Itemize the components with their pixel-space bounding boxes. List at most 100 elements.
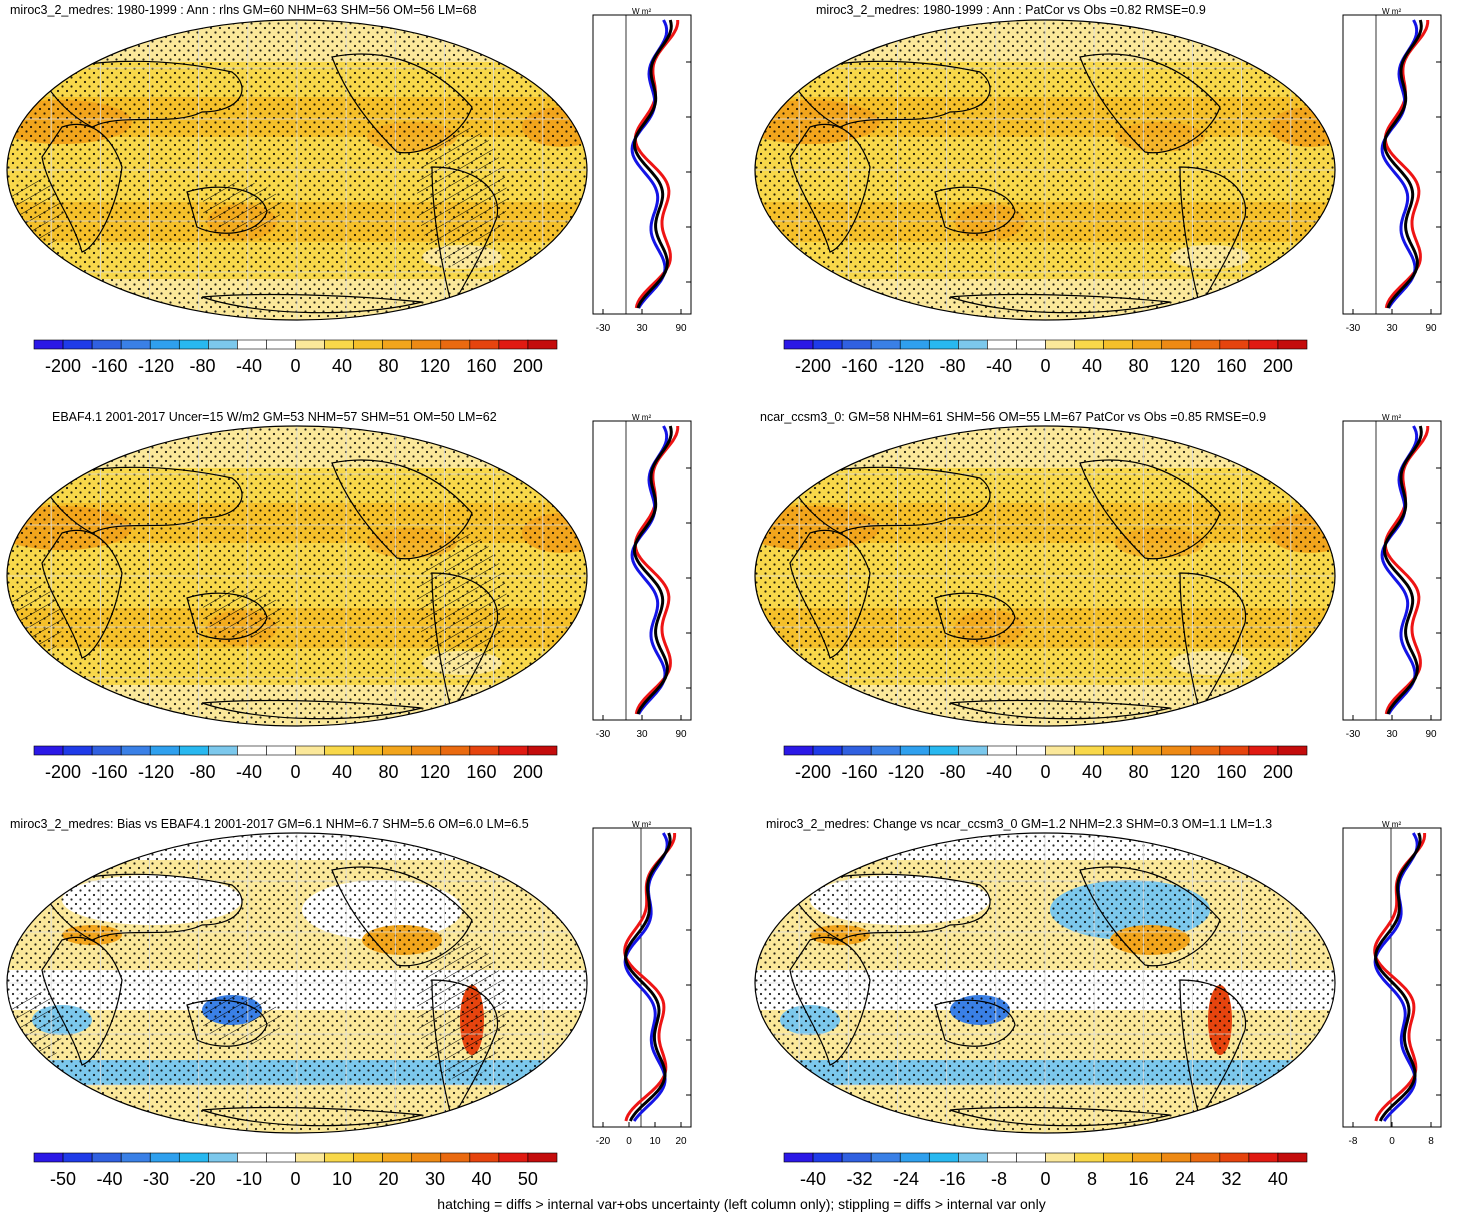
colorbar-tick-label: -80 <box>940 356 966 376</box>
colorbar-swatch <box>987 339 1017 350</box>
zonal-line-black <box>633 425 673 715</box>
colorbar-swatch <box>382 745 413 756</box>
colorbar-swatch <box>1103 745 1133 756</box>
colorbar-tick-label: 120 <box>1170 356 1200 376</box>
colorbar-tick-label: 0 <box>290 356 300 376</box>
zonal-x-tick-label: -8 <box>1349 1136 1358 1147</box>
colorbar-tick-label: -20 <box>190 1169 216 1189</box>
zonal-line-black <box>1374 832 1422 1122</box>
colorbar-swatch <box>1161 339 1192 350</box>
colorbar-swatch <box>411 339 442 350</box>
colorbar-tick-label: -10 <box>236 1169 262 1189</box>
colorbar-tick-label: -160 <box>92 762 128 782</box>
colorbar-swatch <box>958 339 988 350</box>
panel-5-title: miroc3_2_medres: Bias vs EBAF4.1 2001-20… <box>10 817 529 831</box>
colorbar-tick-label: 20 <box>378 1169 398 1189</box>
colorbar-tick-label: 160 <box>466 356 496 376</box>
colorbar-tick-label: 0 <box>290 762 300 782</box>
colorbar-tick-label: -200 <box>45 762 81 782</box>
zonal-unit-label: W m² <box>632 414 651 422</box>
colorbar-swatch <box>1103 339 1133 350</box>
colorbar-swatch <box>498 745 529 756</box>
colorbar-tick-label: 200 <box>1263 762 1293 782</box>
zonal-frame <box>592 420 692 721</box>
colorbar-tick-label: -40 <box>986 762 1012 782</box>
zonal-line-black <box>624 832 672 1122</box>
colorbar-tick-label: 200 <box>1263 356 1293 376</box>
colorbar-swatch <box>62 1152 93 1163</box>
colorbar-swatch <box>841 339 872 350</box>
colorbar-swatch <box>870 745 901 756</box>
panel-1-title: miroc3_2_medres: 1980-1999 : Ann : rlns … <box>10 3 477 17</box>
colorbar-tick-label: -120 <box>138 356 174 376</box>
colorbar-swatch <box>1277 339 1308 350</box>
footer-note: hatching = diffs > internal var+obs unce… <box>437 1196 1046 1212</box>
colorbar-tick-label: -8 <box>991 1169 1007 1189</box>
zonal-line-black <box>1383 425 1423 715</box>
colorbar-swatch <box>120 339 151 350</box>
colorbar-tick-label: 40 <box>471 1169 491 1189</box>
colorbar-tick-label: -120 <box>888 356 924 376</box>
map-2 <box>754 19 1336 321</box>
colorbar-swatch <box>178 1152 209 1163</box>
colorbar-swatch <box>469 745 500 756</box>
colorbar-tick-label: -16 <box>940 1169 966 1189</box>
colorbar-swatch <box>1248 339 1279 350</box>
colorbar-tick-label: 80 <box>1128 356 1148 376</box>
colorbar-tick-label: -40 <box>236 762 262 782</box>
colorbar-tick-label: 80 <box>378 356 398 376</box>
colorbar-swatch <box>870 339 901 350</box>
colorbar-swatch <box>1248 1152 1279 1163</box>
colorbar-swatch <box>440 745 471 756</box>
colorbar-5: -50 -40 -30 -20 -10 0 10 20 30 40 50 <box>33 1152 558 1189</box>
zonal-x-tick-label: 90 <box>675 729 687 740</box>
colorbar-tick-label: 10 <box>332 1169 352 1189</box>
colorbar-swatch <box>120 745 151 756</box>
zonal-line-black <box>1383 19 1423 309</box>
colorbar-swatch <box>1277 745 1308 756</box>
zonal-x-tick-label: 0 <box>626 1136 632 1147</box>
colorbar-tick-label: -32 <box>847 1169 873 1189</box>
colorbar-tick-label: -50 <box>50 1169 76 1189</box>
map-6 <box>754 832 1336 1134</box>
zonal-line-blue <box>623 832 669 1122</box>
zonal-x-tick-label: 30 <box>636 729 648 740</box>
zonal-unit-label: W m² <box>1382 821 1401 829</box>
colorbar-tick-label: 32 <box>1221 1169 1241 1189</box>
colorbar-tick-label: 200 <box>513 762 543 782</box>
zonal-unit-label: W m² <box>1382 8 1401 16</box>
colorbar-tick-label: -80 <box>940 762 966 782</box>
colorbar-swatch <box>928 745 959 756</box>
colorbar-swatch <box>527 339 558 350</box>
zonal-x-tick-label: 30 <box>1386 729 1398 740</box>
zonal-x-tick-label: 10 <box>649 1136 661 1147</box>
colorbar-swatch <box>91 339 122 350</box>
colorbar-swatch <box>498 339 529 350</box>
colorbar-tick-label: 0 <box>1040 1169 1050 1189</box>
colorbar-tick-label: 120 <box>1170 762 1200 782</box>
colorbar-tick-label: 80 <box>1128 762 1148 782</box>
colorbar-tick-label: 0 <box>290 1169 300 1189</box>
colorbar-swatch <box>987 1152 1017 1163</box>
panel-3-title: EBAF4.1 2001-2017 Uncer=15 W/m2 GM=53 NH… <box>52 410 497 424</box>
colorbar-swatch <box>899 339 930 350</box>
colorbar-swatch <box>498 1152 529 1163</box>
colorbar-tick-label: 30 <box>425 1169 445 1189</box>
colorbar-swatch <box>440 339 471 350</box>
colorbar-6: -40 -32 -24 -16 -8 0 8 16 24 32 40 <box>783 1152 1308 1189</box>
colorbar-swatch <box>266 1152 296 1163</box>
colorbar-tick-label: 80 <box>378 762 398 782</box>
panel-6-title: miroc3_2_medres: Change vs ncar_ccsm3_0 … <box>766 817 1273 831</box>
colorbar-swatch <box>928 1152 959 1163</box>
colorbar-tick-label: -160 <box>842 762 878 782</box>
colorbar-swatch <box>1045 339 1075 350</box>
colorbar-swatch <box>870 1152 901 1163</box>
colorbar-swatch <box>382 1152 413 1163</box>
colorbar-swatch <box>208 745 238 756</box>
zonal-x-tick-label: -30 <box>1346 323 1361 334</box>
colorbar-swatch <box>295 745 325 756</box>
colorbar-swatch <box>1190 745 1221 756</box>
colorbar-tick-label: 40 <box>1082 356 1102 376</box>
